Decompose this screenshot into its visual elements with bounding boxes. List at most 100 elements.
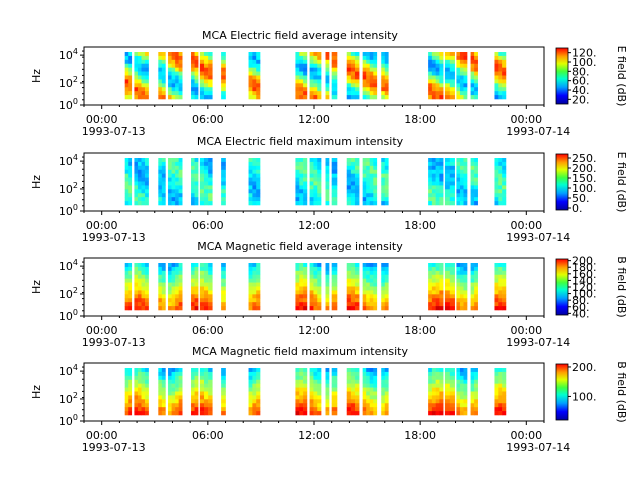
heatmap-cell (178, 87, 183, 92)
heatmap-cell (199, 263, 205, 268)
heatmap-cell (141, 79, 146, 84)
heatmap-cell (456, 383, 461, 388)
heatmap-cell (431, 201, 436, 206)
heatmap-cell (325, 161, 330, 167)
heatmap-cell (134, 201, 139, 206)
heatmap-cell (463, 173, 468, 178)
heatmap-cell (456, 165, 461, 171)
heatmap-cell (428, 197, 433, 202)
heatmap-cell (444, 55, 451, 61)
heatmap-cell (178, 52, 183, 57)
heatmap-cell (449, 286, 455, 291)
y-tick-exponent: 4 (73, 47, 78, 56)
heatmap-cell (346, 91, 352, 96)
heatmap-cell (369, 306, 374, 311)
heatmap-cell (449, 181, 455, 186)
heatmap-cell (175, 201, 179, 206)
heatmap-cell (303, 383, 308, 388)
heatmap-cell (366, 274, 371, 279)
heatmap-cell (449, 71, 455, 76)
heatmap-cell (384, 411, 389, 416)
heatmap-cell (456, 55, 461, 61)
heatmap-cell (502, 395, 507, 400)
heatmap-cell (256, 375, 261, 381)
heatmap-cell (373, 278, 378, 283)
heatmap-cell (435, 177, 440, 182)
heatmap-cell (444, 161, 451, 167)
heatmap-cell (470, 165, 475, 171)
heatmap-cell (373, 169, 378, 174)
heatmap-cell (221, 266, 226, 272)
heatmap-cell (384, 181, 389, 186)
heatmap-cell (221, 278, 226, 283)
heatmap-cell (373, 286, 378, 291)
heatmap-cell (137, 391, 142, 396)
heatmap-cell (134, 161, 139, 167)
heatmap-cell (325, 75, 330, 80)
heatmap-cell (498, 302, 503, 307)
heatmap-cell (381, 298, 386, 303)
heatmap-cell (194, 391, 199, 396)
heatmap-cell (194, 306, 199, 311)
heatmap-cell (145, 181, 149, 186)
heatmap-cell (449, 158, 455, 163)
heatmap-cell (384, 282, 389, 287)
heatmap-cell (256, 379, 261, 384)
heatmap-cell (456, 391, 461, 396)
heatmap-cell (435, 375, 440, 381)
heatmap-cell (456, 177, 461, 182)
heatmap-cell (354, 375, 360, 381)
heatmap-cell (199, 95, 205, 100)
heatmap-cell (208, 306, 213, 311)
heatmap-cell (145, 189, 149, 194)
heatmap-cell (354, 158, 360, 163)
heatmap-cell (252, 55, 257, 61)
heatmap-cell (325, 411, 330, 416)
heatmap-cell (194, 59, 199, 65)
heatmap-cell (346, 286, 352, 291)
heatmap-cell (158, 71, 163, 76)
heatmap-cell (313, 306, 318, 311)
heatmap-cell (502, 79, 507, 84)
heatmap-cell (303, 379, 308, 384)
heatmap-cell (369, 75, 374, 80)
heatmap-cell (194, 266, 199, 272)
y-tick-exponent: 0 (73, 203, 78, 212)
heatmap-cell (317, 368, 322, 373)
heatmap-cell (444, 185, 451, 190)
heatmap-cell (502, 274, 507, 279)
heatmap-cell (444, 399, 451, 404)
heatmap-cell (474, 383, 478, 388)
heatmap-cell (439, 387, 444, 392)
heatmap-cell (252, 158, 257, 163)
heatmap-cell (295, 75, 300, 80)
heatmap-cell (134, 270, 139, 276)
heatmap-cell (221, 52, 226, 57)
heatmap-cell (161, 193, 166, 198)
heatmap-cell (456, 290, 461, 295)
heatmap-cell (158, 87, 163, 92)
heatmap-cell (369, 278, 374, 283)
heatmap-cell (346, 165, 352, 171)
heatmap-cell (141, 379, 146, 384)
heatmap-cell (428, 294, 433, 299)
heatmap-cell (309, 278, 314, 283)
heatmap-cell (431, 368, 436, 373)
heatmap-cell (199, 71, 205, 76)
heatmap-cell (299, 387, 304, 392)
heatmap-cell (431, 189, 436, 194)
heatmap-cell (494, 263, 499, 268)
heatmap-cell (354, 79, 360, 84)
heatmap-cell (463, 263, 468, 268)
heatmap-cell (366, 79, 371, 84)
heatmap-cell (158, 387, 163, 392)
heatmap-cell (194, 368, 199, 373)
heatmap-cell (199, 67, 205, 72)
heatmap-cell (303, 63, 308, 68)
heatmap-cell (256, 391, 261, 396)
heatmap-cell (384, 302, 389, 307)
heatmap-cell (141, 63, 146, 68)
heatmap-cell (299, 173, 304, 178)
heatmap-cell (171, 383, 176, 388)
heatmap-cell (331, 395, 338, 400)
